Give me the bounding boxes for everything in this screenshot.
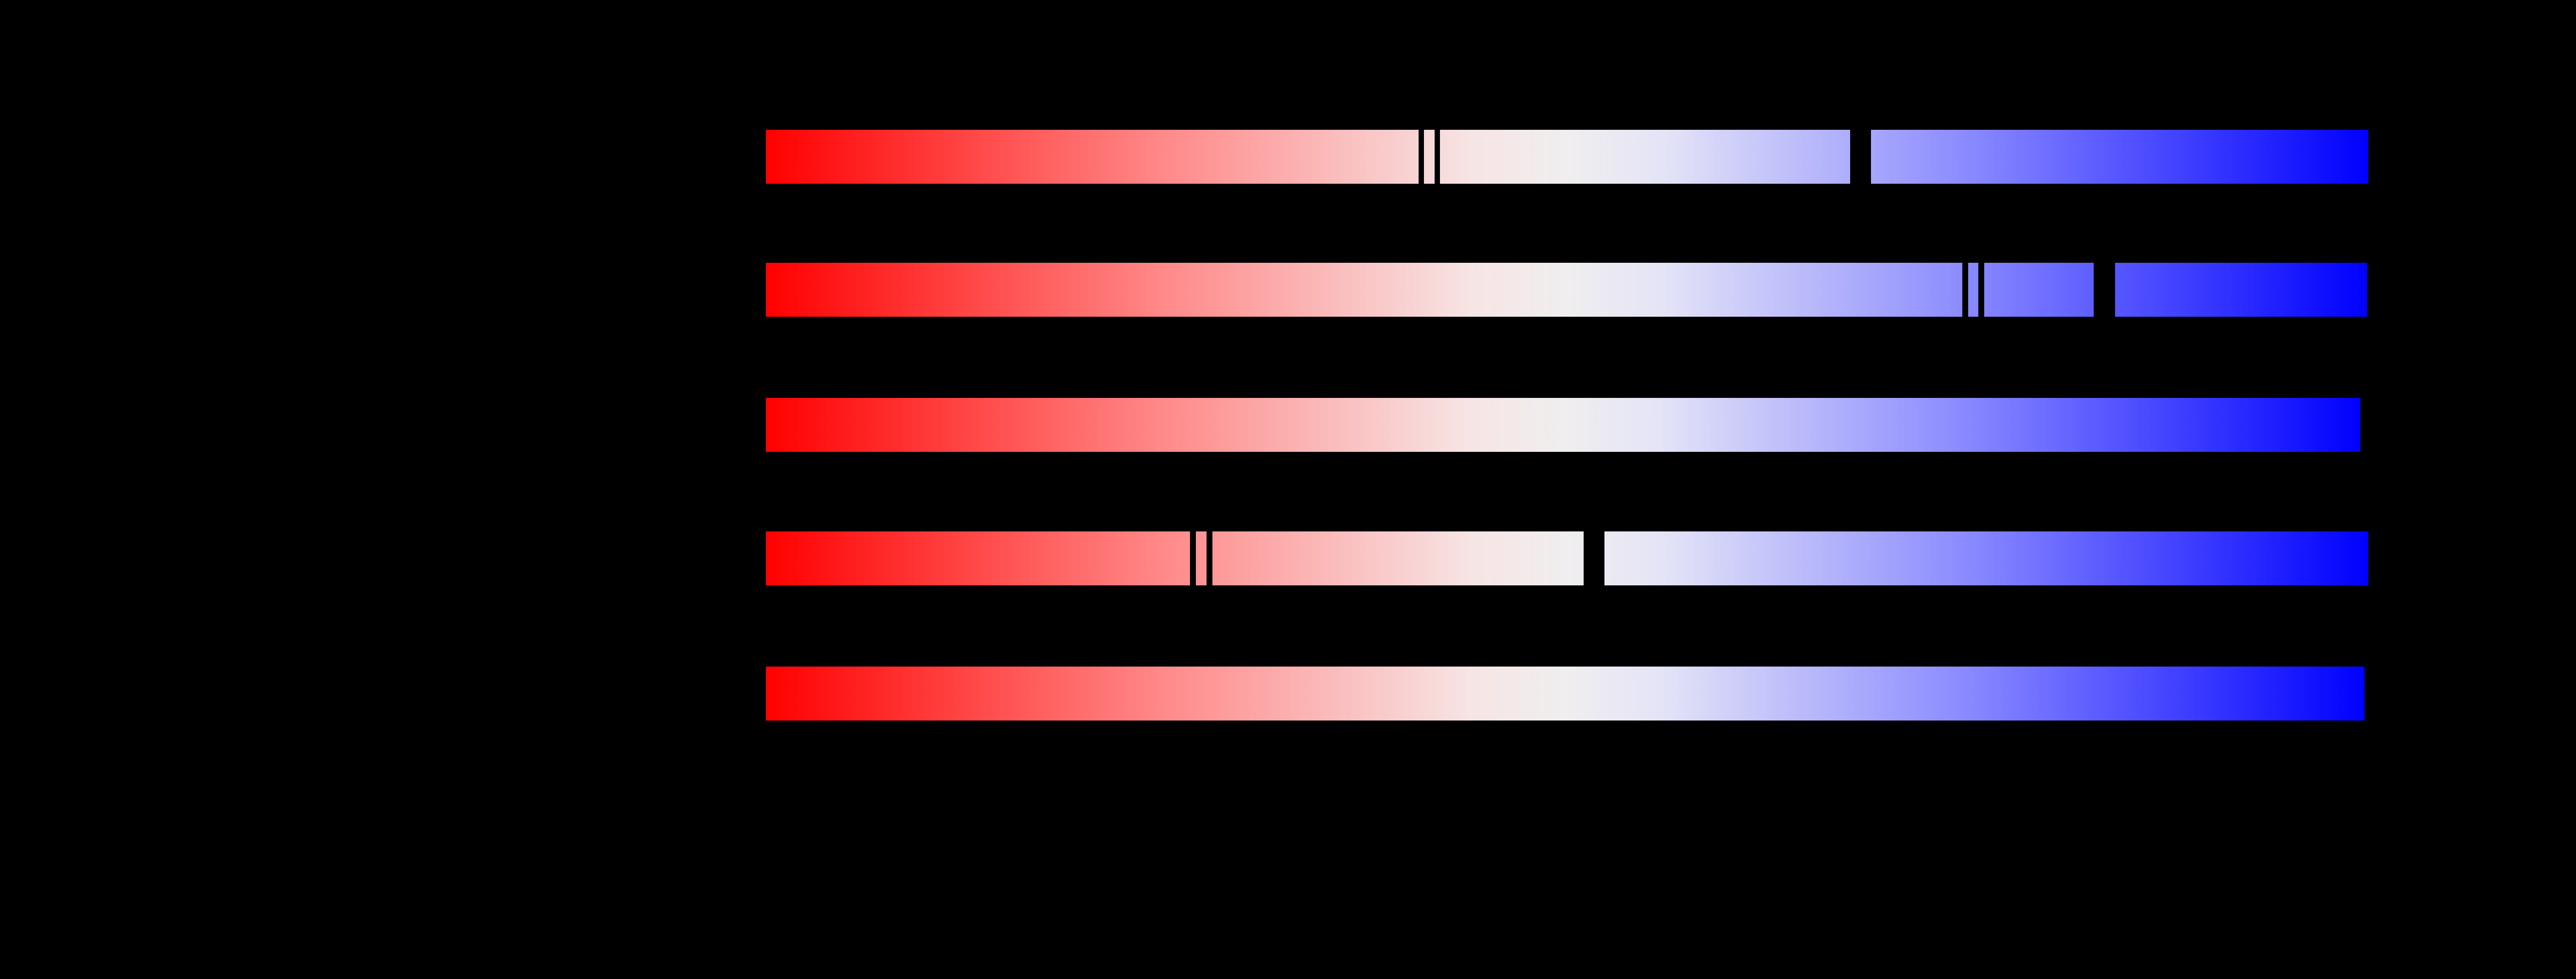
colorbar-strip-strip-4 [766,531,2368,586]
colorbar-strip-strip-2 [766,262,2367,317]
thick-value-marker [1850,129,1872,184]
colorbar-strip-strip-1 [766,129,2368,184]
thin-value-marker [1207,531,1213,586]
thick-value-marker [1583,531,1604,586]
thin-value-marker [1418,129,1424,184]
colorbar-strip-strip-5 [766,667,2364,720]
thin-value-marker [1978,262,1985,317]
thin-value-marker [1190,531,1196,586]
thin-value-marker [1434,129,1440,184]
thin-value-marker [1962,262,1969,317]
thick-value-marker [2094,262,2115,317]
colorbar-strip-strip-3 [766,398,2360,452]
